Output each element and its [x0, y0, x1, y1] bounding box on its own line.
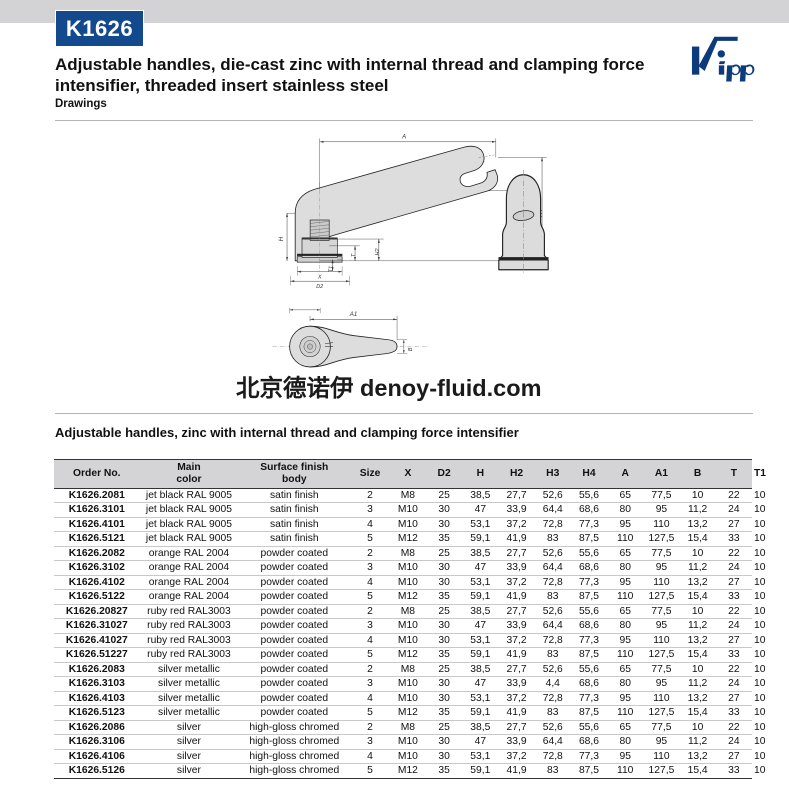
svg-text:H: H [278, 236, 285, 241]
svg-text:X: X [317, 274, 322, 280]
svg-text:B: B [408, 347, 414, 351]
svg-text:D2: D2 [316, 284, 323, 290]
svg-text:A1: A1 [349, 311, 357, 318]
svg-text:T1: T1 [329, 266, 335, 272]
svg-text:A: A [401, 133, 406, 140]
svg-text:T: T [351, 253, 357, 257]
svg-text:H2: H2 [375, 248, 381, 255]
